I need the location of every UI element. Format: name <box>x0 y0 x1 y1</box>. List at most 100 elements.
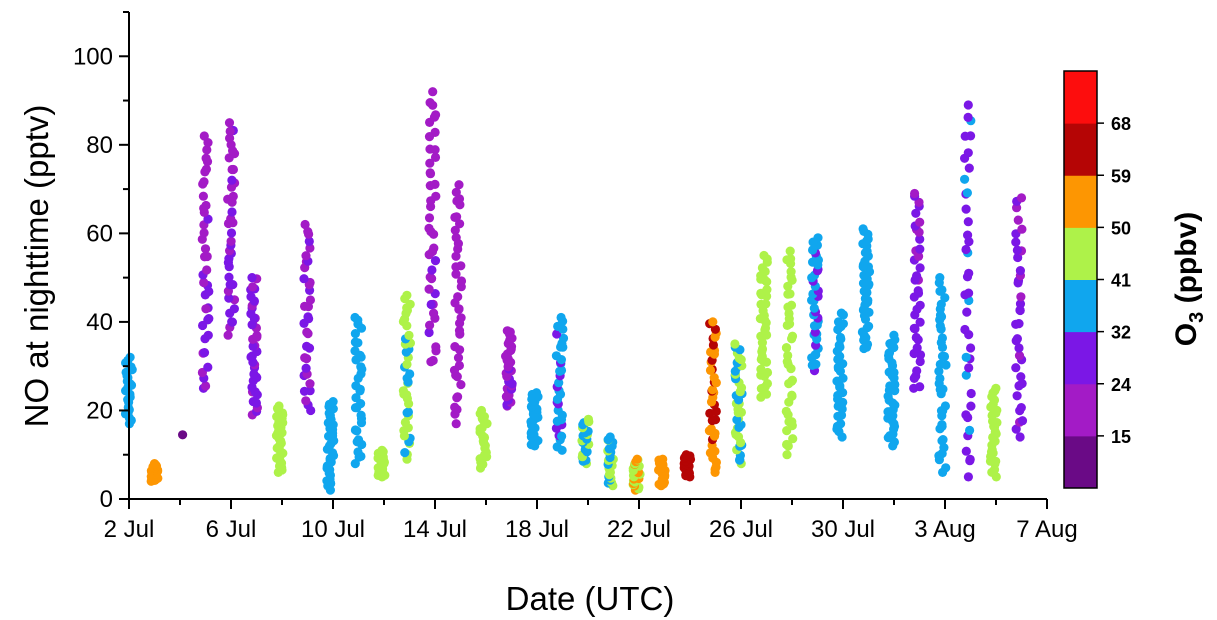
colorbar-segment <box>1064 71 1097 124</box>
colorbar-title: O3 (ppbv) <box>1170 212 1208 346</box>
y-tick-label: 100 <box>73 43 113 70</box>
data-point <box>351 381 361 391</box>
data-point <box>300 219 310 230</box>
data-point <box>305 386 315 396</box>
data-point <box>783 302 793 312</box>
data-point <box>785 289 795 299</box>
data-point <box>962 307 972 317</box>
data-point <box>350 312 360 323</box>
data-point <box>961 446 971 456</box>
data-point <box>425 158 435 168</box>
data-point <box>356 410 366 420</box>
data-point <box>836 308 847 318</box>
data-point <box>1015 432 1025 442</box>
data-point <box>247 273 257 283</box>
data-point <box>425 98 435 108</box>
data-point <box>453 353 464 363</box>
data-point <box>788 434 798 444</box>
data-point <box>781 406 791 416</box>
data-point <box>858 224 868 234</box>
y-tick-label: 0 <box>100 486 113 513</box>
data-point <box>782 439 792 450</box>
data-point <box>203 214 213 224</box>
data-point <box>224 272 234 282</box>
data-point <box>424 327 434 338</box>
data-point <box>224 118 235 128</box>
data-point <box>1017 379 1027 389</box>
data-point <box>428 87 438 97</box>
x-tick-label: 7 Aug <box>1016 516 1077 543</box>
data-point <box>202 145 212 155</box>
data-point <box>838 373 848 383</box>
data-point <box>451 262 461 272</box>
data-point <box>935 286 945 296</box>
data-point <box>225 280 235 290</box>
data-point <box>707 385 718 395</box>
data-point <box>935 359 945 369</box>
data-point <box>328 397 338 407</box>
data-point <box>450 402 460 412</box>
data-point <box>961 244 971 255</box>
data-point <box>710 324 721 334</box>
data-point <box>430 152 441 162</box>
data-point <box>455 219 465 229</box>
data-point <box>425 272 435 282</box>
data-point <box>835 332 846 343</box>
data-point <box>833 317 844 327</box>
data-point <box>965 425 975 435</box>
data-point <box>453 392 463 402</box>
data-point <box>456 380 466 390</box>
data-point <box>303 227 313 237</box>
data-point <box>935 373 945 384</box>
data-point <box>203 362 213 372</box>
data-point <box>450 225 460 235</box>
data-point <box>353 435 364 445</box>
x-tick-label: 22 Jul <box>607 516 671 543</box>
data-point <box>1014 351 1025 361</box>
data-point <box>991 383 1001 393</box>
data-point <box>1014 343 1024 353</box>
data-point <box>227 164 237 175</box>
data-point <box>706 424 716 434</box>
data-point <box>558 333 569 343</box>
data-point <box>431 342 441 352</box>
data-point <box>963 217 973 227</box>
data-point <box>456 276 467 286</box>
colorbar-tick-label: 41 <box>1111 271 1131 291</box>
data-point <box>1012 391 1022 401</box>
data-point <box>425 320 435 330</box>
data-point <box>782 450 792 460</box>
colorbar-tick-label: 50 <box>1111 218 1131 238</box>
data-point <box>424 132 435 142</box>
data-point <box>964 268 974 278</box>
data-point <box>963 148 973 158</box>
data-point <box>811 359 821 369</box>
data-point <box>1012 334 1023 344</box>
data-point <box>759 250 769 261</box>
data-point <box>1011 363 1021 373</box>
data-point <box>937 436 947 446</box>
data-point <box>1016 372 1026 382</box>
data-point <box>204 314 214 324</box>
y-tick-label: 40 <box>86 309 113 336</box>
data-point <box>1011 319 1021 329</box>
data-point <box>428 355 438 366</box>
data-point <box>787 375 798 385</box>
data-point <box>301 363 311 373</box>
data-point <box>226 236 236 246</box>
data-point <box>557 431 567 441</box>
data-point <box>912 271 922 281</box>
data-point <box>961 204 971 214</box>
data-point <box>911 208 921 218</box>
data-point <box>302 327 312 337</box>
colorbar-segment <box>1064 331 1097 385</box>
colorbar-segment <box>1064 279 1097 333</box>
data-point <box>762 285 772 295</box>
data-point <box>427 265 437 275</box>
data-point <box>402 290 412 300</box>
data-point <box>430 145 440 155</box>
x-tick-label: 14 Jul <box>403 516 467 543</box>
data-point <box>350 329 360 339</box>
data-point <box>229 304 239 314</box>
data-point <box>1015 266 1025 276</box>
